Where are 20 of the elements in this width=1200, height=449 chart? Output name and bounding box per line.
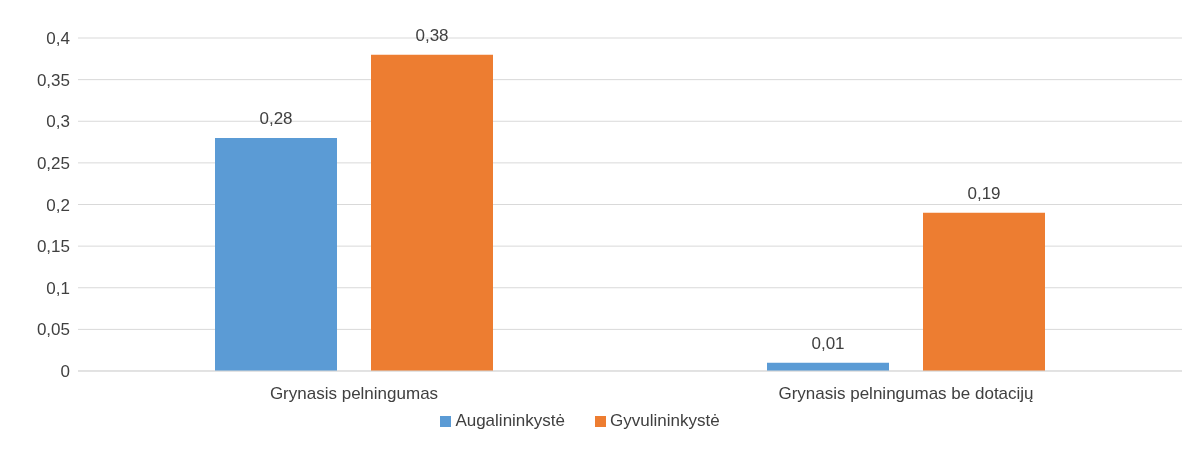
legend-label: Gyvulininkystė [610, 411, 720, 430]
y-tick-label: 0,05 [36, 320, 70, 340]
data-label: 0,38 [415, 25, 449, 45]
y-tick-label: 0 [60, 362, 70, 382]
y-tick-label: 0,25 [36, 153, 70, 173]
y-tick-label: 0,15 [36, 237, 70, 257]
bar [371, 54, 493, 371]
x-tick-label: Grynasis pelningumas [269, 384, 439, 404]
data-label: 0,01 [811, 333, 845, 353]
x-tick-label: Grynasis pelningumas be dotacijų [778, 384, 1034, 404]
legend-label: Augalininkystė [455, 411, 565, 430]
data-label: 0,28 [259, 108, 293, 128]
data-label: 0,19 [967, 183, 1001, 203]
y-tick-label: 0,35 [36, 70, 70, 90]
bar [923, 212, 1045, 371]
bar [215, 137, 337, 371]
y-tick-label: 0,4 [46, 29, 70, 49]
y-tick-label: 0,3 [46, 112, 70, 132]
y-tick-label: 0,2 [46, 195, 70, 215]
y-tick-label: 0,1 [46, 278, 70, 298]
